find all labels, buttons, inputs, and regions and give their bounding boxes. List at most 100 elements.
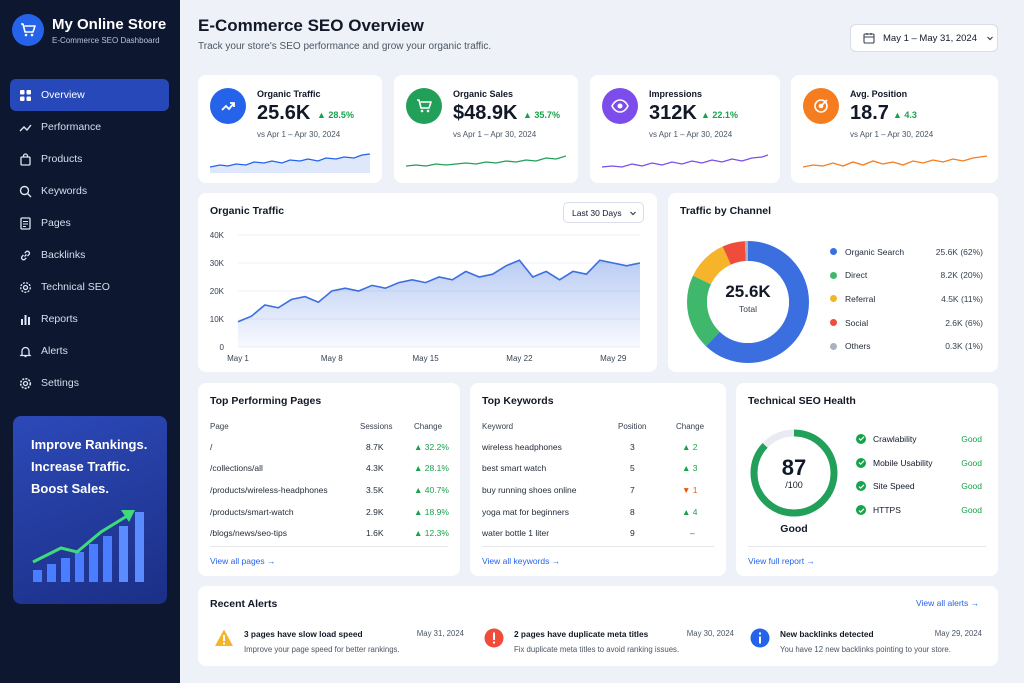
health-check-item: HTTPS Good [856, 498, 982, 522]
sidebar-item-technical-seo[interactable]: Technical SEO [10, 271, 169, 303]
recent-alerts-card: Recent Alerts View all alerts → 3 pages … [198, 586, 998, 666]
table-row[interactable]: wireless headphones 3 ▲ 2 [482, 436, 716, 458]
error-icon [484, 628, 504, 648]
sidebar-item-label: Keywords [41, 185, 88, 197]
kpi-delta-value: 28.5% [328, 110, 354, 120]
promo-line-3: Boost Sales. [31, 481, 110, 496]
sidebar-item-label: Products [41, 153, 83, 165]
table-row[interactable]: buy running shoes online 7 ▼ 1 [482, 479, 716, 501]
legend-dot [830, 248, 837, 256]
view-all-alerts-link[interactable]: View all alerts → [916, 598, 980, 608]
table-row[interactable]: /collections/all 4.3K ▲ 28.1% [210, 458, 454, 480]
sidebar-item-settings[interactable]: Settings [10, 367, 169, 399]
brand-subtitle: E-Commerce SEO Dashboard [52, 35, 160, 45]
table-row[interactable]: water bottle 1 liter 9 – [482, 522, 716, 544]
health-title: Technical SEO Health [748, 395, 856, 407]
bell-icon [19, 346, 32, 357]
donut-center: 25.6K Total [708, 282, 788, 314]
table-row[interactable]: / 8.7K ▲ 32.2% [210, 436, 454, 458]
kpi-value: 312K [649, 102, 697, 124]
page-sessions: 4.3K [366, 463, 384, 474]
table-header-row: Keyword Position Change [482, 417, 716, 436]
traffic-area-chart: 0 10K 20K 30K 40K May 1 May 8 May 15 May 22 May 2… [210, 231, 641, 363]
keyword-change-value: 3 [692, 463, 698, 474]
gear-icon [20, 281, 31, 293]
alert-date: May 31, 2024 [416, 629, 464, 638]
page-subtitle: Track your store's SEO performance and g… [198, 41, 492, 52]
x-tick-label: May 15 [412, 354, 439, 363]
view-all-keywords-link[interactable]: View all keywords → [482, 556, 561, 566]
page-icon [20, 216, 31, 230]
alert-body: Improve your page speed for better ranki… [244, 645, 400, 654]
legend-value: 8.2K (20%) [940, 270, 983, 281]
promo-line-1: Improve Rankings. [31, 437, 148, 452]
kpi-card-avg-position[interactable]: Avg. Position 18.7 ▲ 4.3 vs Apr 1 – Apr … [791, 75, 998, 183]
alert-body: Fix duplicate meta titles to avoid ranki… [514, 645, 680, 654]
range-select[interactable]: Last 30 Days [563, 202, 644, 223]
page-sessions: 2.9K [366, 506, 384, 517]
cart-icon [406, 88, 442, 124]
kpi-card-impressions[interactable]: Impressions 312K ▲ 22.1% vs Apr 1 – Apr … [590, 75, 780, 183]
kpi-label: Impressions [649, 89, 703, 99]
keyword-position: 7 [630, 484, 635, 495]
table-row[interactable]: /blogs/news/seo-tips 1.6K ▲ 12.3% [210, 522, 454, 544]
kpi-card-organic-traffic[interactable]: Organic Traffic 25.6K ▲ 28.5% vs Apr 1 –… [198, 75, 382, 183]
traffic-by-channel-card: Traffic by Channel 25.6K Total Organic S… [668, 193, 998, 372]
keyword-change: ▼ 1 [682, 484, 698, 495]
sidebar-item-backlinks[interactable]: Backlinks [10, 239, 169, 271]
keyword-change-value: 4 [692, 506, 698, 517]
divider [210, 546, 448, 547]
legend-value: 2.6K (6%) [945, 317, 983, 328]
kpi-delta-value: 22.1% [712, 110, 738, 120]
sidebar-item-reports[interactable]: Reports [10, 303, 169, 335]
keyword-text: yoga mat for beginners [482, 506, 569, 517]
page-change: ▲ 18.9% [414, 506, 449, 517]
legend-item: Social 2.6K (6%) [830, 311, 983, 335]
brand[interactable]: My Online Store E-Commerce SEO Dashboard [12, 14, 166, 46]
growth-chart-illustration [32, 510, 144, 582]
sidebar-item-products[interactable]: Products [10, 143, 169, 175]
gauge-fill [750, 429, 838, 517]
divider [748, 546, 986, 547]
top-pages-table: Page Sessions Change / 8.7K ▲ 32.2% /colle… [210, 417, 454, 544]
table-row[interactable]: /products/smart-watch 2.9K ▲ 18.9% [210, 501, 454, 523]
cart-logo-icon [12, 14, 44, 46]
health-score-gauge [750, 429, 838, 517]
legend-item: Direct 8.2K (20%) [830, 264, 983, 288]
kpi-delta-value: 35.7% [534, 110, 560, 120]
kpi-value: 25.6K [257, 102, 311, 124]
alert-date: May 30, 2024 [686, 629, 734, 638]
brand-title: My Online Store [52, 15, 167, 33]
kpi-delta: ▲ 4.3 [893, 110, 917, 120]
legend-value: 4.5K (11%) [941, 293, 983, 304]
y-tick-label: 10K [210, 315, 225, 324]
sidebar-item-performance[interactable]: Performance [10, 111, 169, 143]
table-row[interactable]: best smart watch 5 ▲ 3 [482, 458, 716, 480]
warning-icon [215, 629, 233, 646]
legend-dot [830, 342, 837, 350]
page-sessions: 3.5K [366, 484, 384, 495]
date-range-picker[interactable]: May 1 – May 31, 2024 [850, 24, 998, 52]
target-icon [803, 88, 839, 124]
top-keywords-table: Keyword Position Change wireless headpho… [482, 417, 716, 544]
table-row[interactable]: /products/wireless-headphones 3.5K ▲ 40.7% [210, 479, 454, 501]
legend-value: 0.3K (1%) [945, 341, 983, 352]
kpi-card-organic-sales[interactable]: Organic Sales $48.9K ▲ 35.7% vs Apr 1 – … [394, 75, 578, 183]
table-row[interactable]: yoga mat for beginners 8 ▲ 4 [482, 501, 716, 523]
sidebar-item-alerts[interactable]: Alerts [10, 335, 169, 367]
legend-item: Referral 4.5K (11%) [830, 287, 983, 311]
sidebar-item-pages[interactable]: Pages [10, 207, 169, 239]
donut-hole [707, 261, 789, 343]
sidebar-item-keywords[interactable]: Keywords [10, 175, 169, 207]
kpi-sparkline [803, 155, 987, 168]
sidebar-item-overview[interactable]: Overview [10, 79, 169, 111]
view-full-report-link[interactable]: View full report → [748, 556, 815, 566]
x-tick-label: May 22 [506, 354, 533, 363]
page-sessions: 8.7K [366, 441, 384, 452]
legend-dot [830, 271, 837, 279]
column-header: Change [414, 422, 443, 431]
view-all-pages-link[interactable]: View all pages → [210, 556, 276, 566]
x-tick-label: May 29 [600, 354, 627, 363]
promo-card[interactable]: Improve Rankings. Increase Traffic. Boos… [13, 416, 167, 604]
kpi-label: Organic Sales [453, 89, 514, 99]
